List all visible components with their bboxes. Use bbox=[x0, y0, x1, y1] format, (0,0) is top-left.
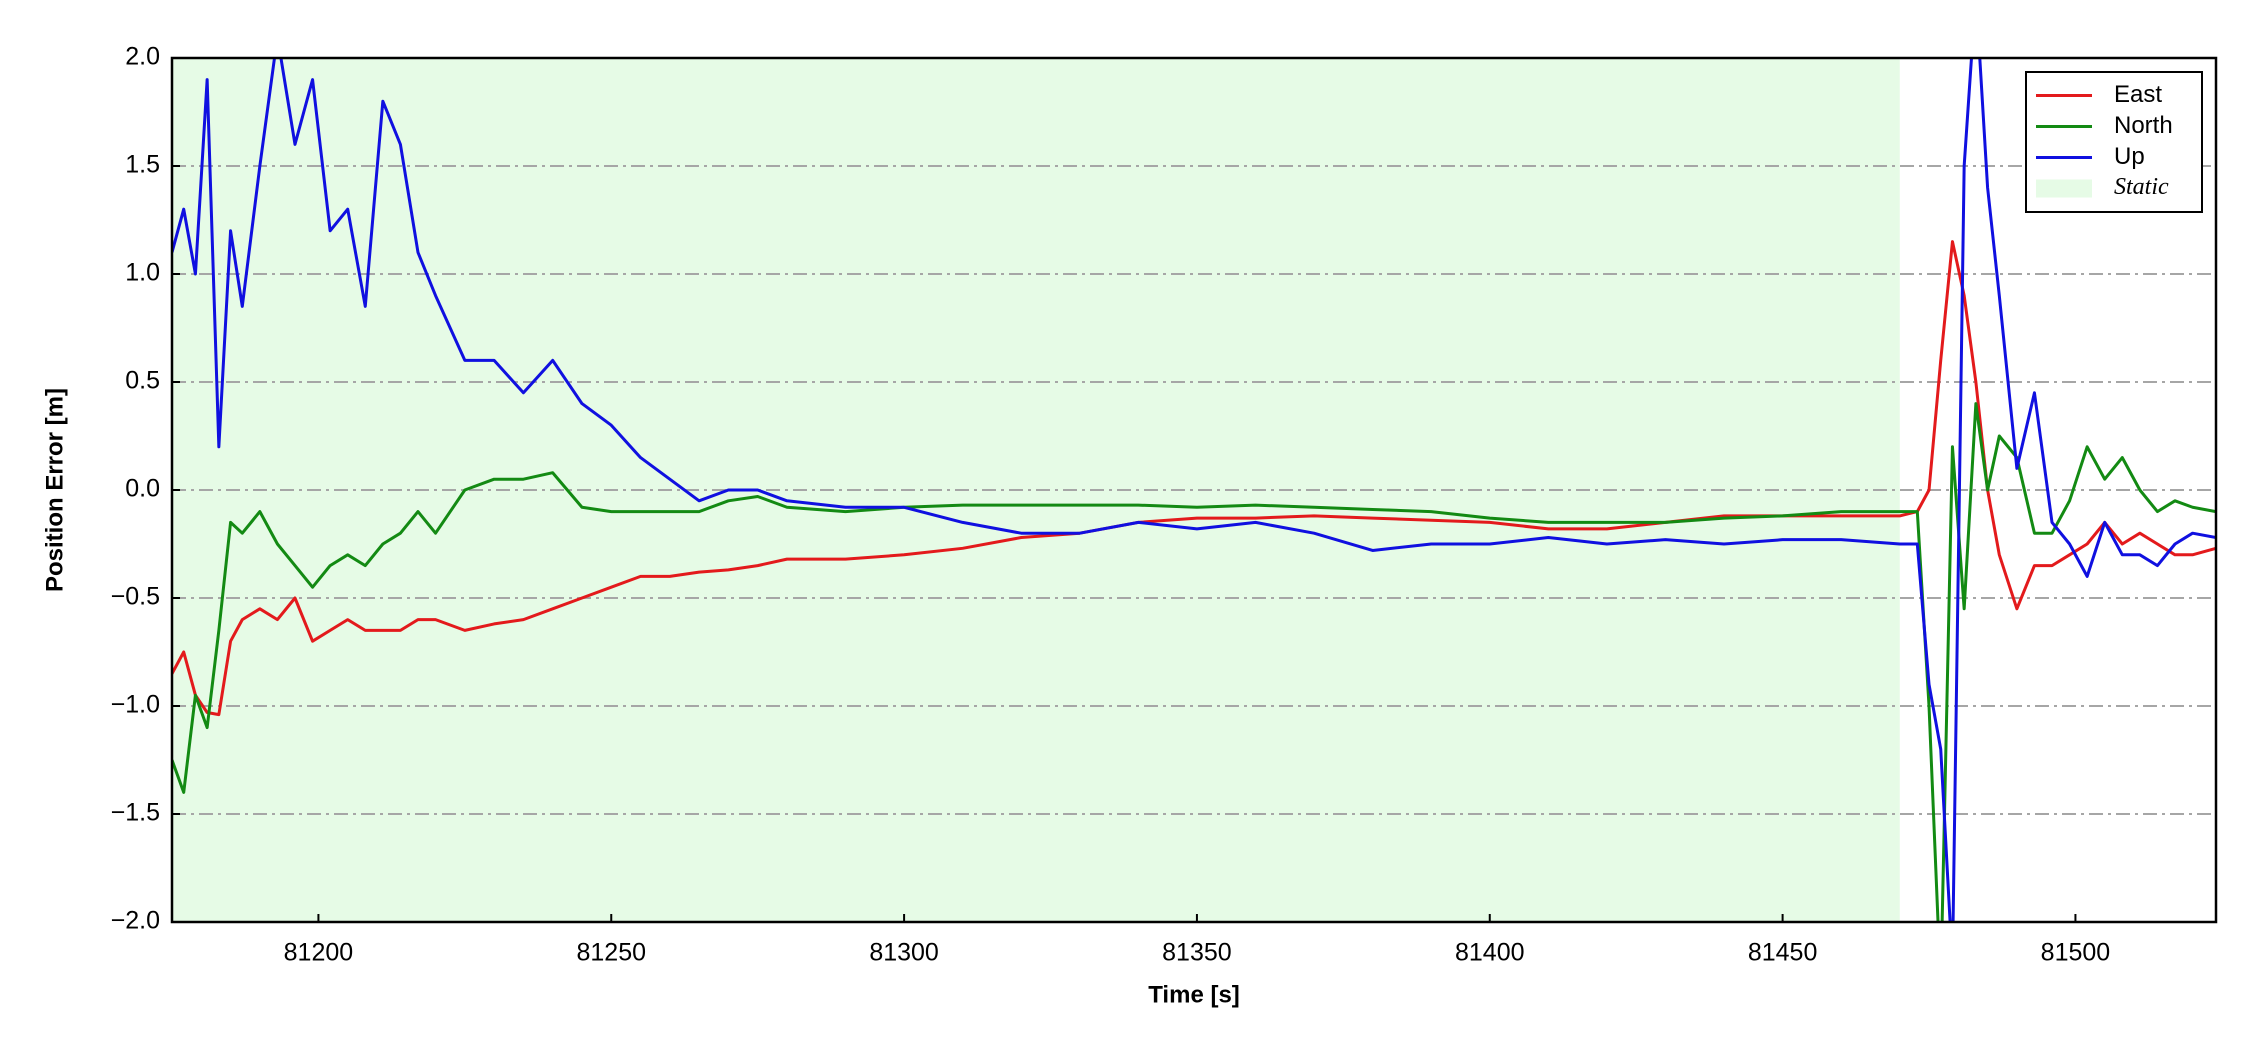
y-tick-label: −1.5 bbox=[111, 799, 160, 827]
legend: East North Up Static bbox=[2025, 71, 2203, 213]
x-tick-label: 81450 bbox=[1748, 939, 1818, 967]
x-tick-label: 81350 bbox=[1162, 939, 1232, 967]
y-tick-label: −0.5 bbox=[111, 583, 160, 611]
axes-layer: −2.0 −1.5 −1.0 −0.5 0.0 0.5 1.0 1.5 2.0 81200 8125… bbox=[111, 43, 2218, 967]
y-tick-label: 1.5 bbox=[125, 151, 160, 179]
y-tick-label: 0.5 bbox=[125, 367, 160, 395]
y-tick-label: 2.0 bbox=[125, 43, 160, 71]
y-axis-title: Position Error [m] bbox=[41, 388, 68, 592]
grid-layer bbox=[172, 165, 2216, 815]
legend-label: East bbox=[2114, 81, 2162, 108]
x-axis-title: Time [s] bbox=[1148, 981, 1240, 1008]
lines-layer bbox=[172, 58, 2216, 922]
series-line bbox=[172, 58, 2216, 922]
x-tick-label: 81200 bbox=[284, 939, 354, 967]
x-tick-label: 81300 bbox=[869, 939, 939, 967]
x-tick-label: 81500 bbox=[2041, 939, 2111, 967]
plot-frame bbox=[170, 56, 2218, 924]
legend-label: Up bbox=[2114, 143, 2145, 170]
y-tick-label: 0.0 bbox=[125, 475, 160, 503]
legend-swatch bbox=[2036, 179, 2092, 198]
x-tick-label: 81400 bbox=[1455, 939, 1525, 967]
y-tick-label: −2.0 bbox=[111, 907, 160, 935]
series-line bbox=[172, 402, 2216, 922]
y-tick-label: −1.0 bbox=[111, 691, 160, 719]
legend-label: North bbox=[2114, 112, 2173, 139]
legend-label: Static bbox=[2114, 174, 2169, 200]
y-tick-label: 1.0 bbox=[125, 259, 160, 287]
x-tick-label: 81250 bbox=[576, 939, 646, 967]
